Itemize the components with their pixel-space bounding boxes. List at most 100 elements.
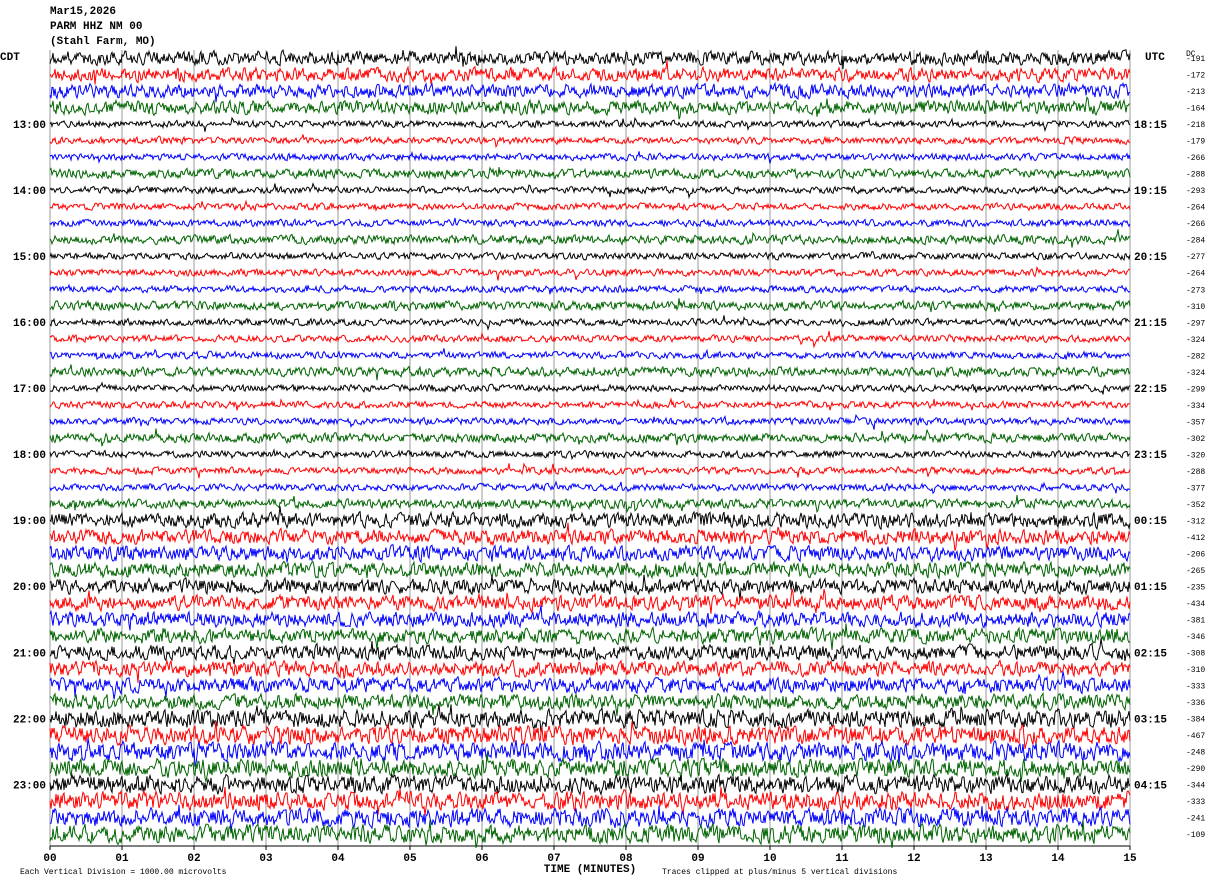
location: (Stahl Farm, MO) [50, 36, 156, 48]
trace [49, 588, 1131, 615]
trace [49, 506, 1131, 531]
trace [49, 364, 1131, 381]
trace [49, 462, 1131, 479]
dc-offset: -172 [1186, 72, 1205, 81]
x-tick-label: 04 [331, 853, 345, 865]
utc-label: 03:15 [1134, 714, 1167, 726]
cdt-label: 22:00 [13, 714, 46, 726]
dc-offset: -324 [1186, 369, 1205, 378]
dc-offset: -310 [1186, 666, 1205, 675]
trace [49, 544, 1131, 564]
dc-offset: -206 [1186, 550, 1205, 559]
trace [49, 413, 1131, 430]
trace [49, 560, 1131, 580]
cdt-label: 17:00 [13, 384, 46, 396]
scale-note: Each Vertical Division = 1000.00 microvo… [20, 868, 227, 877]
trace [49, 605, 1131, 631]
utc-label: 23:15 [1134, 450, 1167, 462]
utc-label: 18:15 [1134, 120, 1167, 132]
x-tick-label: 08 [619, 853, 633, 865]
x-tick-label: 09 [691, 853, 704, 865]
dc-offset: -277 [1186, 253, 1205, 262]
x-tick-label: 07 [547, 853, 560, 865]
trace [49, 199, 1131, 213]
x-tick-label: 01 [115, 853, 129, 865]
utc-label: 04:15 [1134, 780, 1167, 792]
trace [49, 381, 1131, 395]
dc-offset: -333 [1186, 798, 1205, 807]
dc-offset: -266 [1186, 220, 1205, 229]
cdt-label: 20:00 [13, 582, 46, 594]
utc-label: 01:15 [1134, 582, 1167, 594]
dc-offset: -334 [1186, 402, 1205, 411]
dc-offset: -333 [1186, 683, 1205, 692]
date: Mar15,2026 [50, 6, 116, 18]
cdt-label: 14:00 [13, 186, 46, 198]
dc-offset: -284 [1186, 237, 1205, 246]
cdt-label: 16:00 [13, 318, 46, 330]
dc-offset: -235 [1186, 583, 1205, 592]
dc-offset: -273 [1186, 286, 1205, 295]
dc-offset: -467 [1186, 732, 1205, 741]
dc-offset: -377 [1186, 484, 1205, 493]
utc-label: 20:15 [1134, 252, 1167, 264]
clip-note: Traces clipped at plus/minus 5 vertical … [662, 868, 897, 877]
trace [49, 753, 1131, 783]
dc-offset: -265 [1186, 567, 1205, 576]
dc-offset: -264 [1186, 204, 1205, 213]
trace [49, 330, 1131, 349]
trace [49, 704, 1131, 733]
dc-offset: -297 [1186, 319, 1205, 328]
dc-offset: -352 [1186, 501, 1205, 510]
dc-offset: -164 [1186, 105, 1205, 114]
dc-offset: -302 [1186, 435, 1205, 444]
dc-offset: -312 [1186, 517, 1205, 526]
trace [49, 804, 1131, 832]
trace [49, 46, 1131, 70]
utc-label: 21:15 [1134, 318, 1167, 330]
dc-title: DC [1186, 50, 1196, 59]
x-tick-label: 12 [907, 853, 920, 865]
trace [49, 819, 1131, 849]
dc-offset: -241 [1186, 815, 1205, 824]
trace [49, 720, 1131, 750]
x-tick-label: 03 [259, 853, 273, 865]
trace [49, 772, 1131, 797]
x-tick-label: 10 [763, 853, 776, 865]
dc-offset: -346 [1186, 633, 1205, 642]
trace [49, 250, 1131, 261]
utc-label: 02:15 [1134, 648, 1167, 660]
trace [49, 659, 1131, 683]
cdt-label: 18:00 [13, 450, 46, 462]
trace [49, 96, 1131, 120]
dc-offset: -434 [1186, 600, 1205, 609]
cdt-label: 19:00 [13, 516, 46, 528]
dc-offset: -344 [1186, 782, 1205, 791]
trace [49, 315, 1131, 331]
trace [49, 691, 1131, 716]
trace [49, 522, 1131, 551]
cdt-label: 21:00 [13, 648, 46, 660]
x-tick-label: 14 [1051, 853, 1065, 865]
dc-offset: -109 [1186, 831, 1205, 840]
dc-offset: -264 [1186, 270, 1205, 279]
dc-offset: -324 [1186, 336, 1205, 345]
trace [49, 786, 1131, 816]
trace [49, 283, 1131, 295]
x-tick-label: 02 [187, 853, 200, 865]
dc-offset: -384 [1186, 716, 1205, 725]
dc-offset: -293 [1186, 187, 1205, 196]
trace [49, 166, 1131, 180]
trace [49, 495, 1131, 514]
dc-offset: -248 [1186, 749, 1205, 758]
trace [49, 638, 1131, 665]
trace [49, 150, 1131, 164]
trace [49, 397, 1131, 411]
utc-label: 22:15 [1134, 384, 1167, 396]
trace [49, 671, 1131, 700]
cdt-label: 15:00 [13, 252, 46, 264]
dc-offset: -191 [1186, 55, 1205, 64]
trace [49, 738, 1131, 768]
dc-offset: -288 [1186, 468, 1205, 477]
